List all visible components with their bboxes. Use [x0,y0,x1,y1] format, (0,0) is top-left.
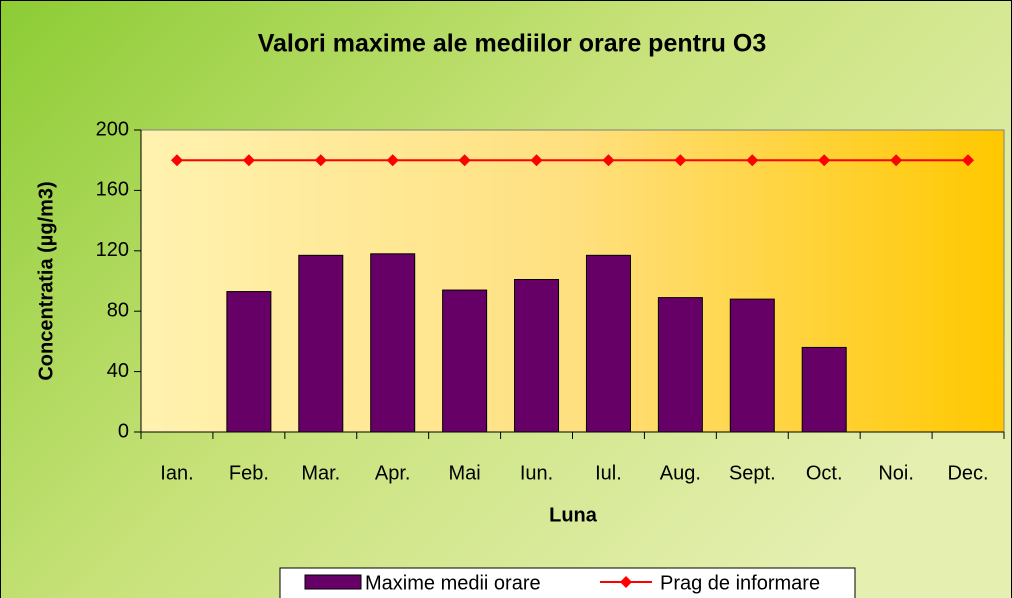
bar [442,289,488,433]
marker [386,154,399,167]
y-tick-label: 0 [118,420,129,442]
x-tick-label: Mar. [301,462,340,484]
bar [729,298,775,433]
bar [370,253,416,433]
plot-area [140,129,1005,433]
x-tick-label: Iul. [595,462,622,484]
x-tick-label: Dec. [947,462,988,484]
x-tick-label: Ian. [160,462,193,484]
marker [170,154,183,167]
x-tick-label: Apr. [375,462,411,484]
y-axis-label: Concentratia (µg/m3) [35,181,57,380]
chart-title: Valori maxime ale mediilor orare pentru … [258,30,767,58]
y-tick-label: 160 [96,179,129,201]
bar [298,254,344,433]
x-tick-label: Iun. [520,462,553,484]
x-tick-label: Noi. [878,462,914,484]
marker [890,154,903,167]
bar [226,291,272,433]
marker [314,154,327,167]
bar [801,346,847,433]
x-tick-label: Oct. [806,462,843,484]
bar [514,278,560,433]
marker [242,154,255,167]
marker [530,154,543,167]
legend-label: Maxime medii orare [365,572,541,594]
y-tick-label: 40 [107,360,129,382]
legend-marker [620,576,632,588]
y-tick-label: 200 [96,118,129,140]
x-axis-label: Luna [549,504,598,526]
bar [657,297,703,433]
marker [962,154,975,167]
marker [674,154,687,167]
legend [279,567,856,598]
x-tick-label: Sept. [729,462,776,484]
marker [458,154,471,167]
x-tick-label: Mai [449,462,481,484]
bar [585,254,631,433]
legend-swatch [304,574,362,590]
x-tick-label: Feb. [229,462,269,484]
y-tick-label: 120 [96,239,129,261]
marker [818,154,831,167]
legend-label: Prag de informare [660,572,820,594]
marker [746,154,759,167]
x-tick-label: Aug. [660,462,701,484]
marker [602,154,615,167]
y-tick-label: 80 [107,299,129,321]
